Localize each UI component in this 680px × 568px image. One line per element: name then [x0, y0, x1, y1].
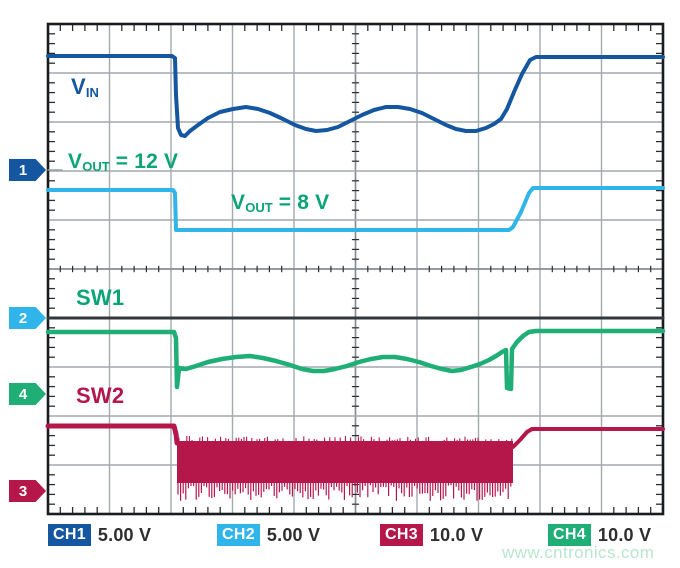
channel-4-position-marker: 4	[9, 383, 46, 405]
annotation-sw1: SW1	[76, 285, 125, 310]
annotation-vin: VIN	[71, 74, 99, 100]
channel-2-position-marker: 2	[9, 307, 46, 329]
marker-label: 4	[18, 385, 28, 403]
readout-ch4: CH4 10.0 V	[548, 524, 651, 546]
readout-ch2: CH2 5.00 V	[217, 524, 320, 546]
ch3-scale: 10.0 V	[429, 524, 484, 545]
channel-3-position-marker: 3	[9, 480, 46, 502]
annotation-vout-12v: VOUT = 12 V	[68, 150, 179, 174]
ch2-scale: 5.00 V	[266, 524, 321, 545]
watermark-text: www.cntronics.com	[502, 543, 655, 562]
channel-1-position-marker: 1	[9, 159, 46, 181]
ch2-badge: CH2	[217, 524, 260, 546]
marker-label: 2	[18, 309, 28, 327]
ch1-scale: 5.00 V	[97, 524, 152, 545]
ch4-scale: 10.0 V	[597, 524, 652, 545]
readout-ch1: CH1 5.00 V	[48, 524, 151, 546]
marker-label: 3	[18, 482, 28, 500]
readout-ch3: CH3 10.0 V	[380, 524, 483, 546]
marker-label: 1	[18, 161, 28, 179]
ch4-badge: CH4	[548, 524, 591, 546]
annotation-sw2: SW2	[76, 383, 125, 408]
annotation-vout-8v: VOUT = 8 V	[231, 191, 330, 215]
ch3-badge: CH3	[380, 524, 423, 546]
ch1-badge: CH1	[48, 524, 91, 546]
